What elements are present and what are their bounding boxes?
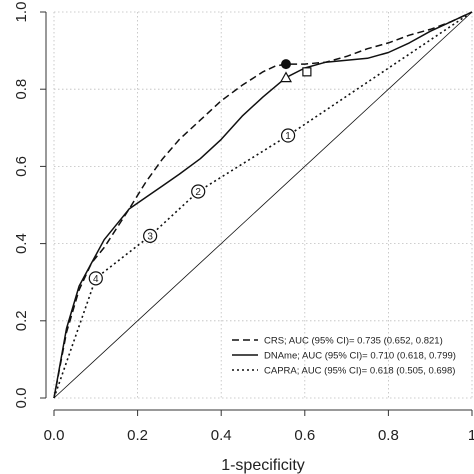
marker-numbered-circle — [143, 228, 158, 243]
marker-filled-circle — [280, 59, 291, 70]
marker-label: 4 — [93, 274, 99, 285]
x-tick-label: 0.2 — [127, 427, 148, 444]
legend-label: CRS; AUC (95% CI)= 0.735 (0.652, 0.821) — [264, 336, 443, 347]
marker-numbered-circle — [191, 184, 206, 199]
series-line-dotted — [53, 11, 473, 399]
marker-triangle — [279, 71, 293, 83]
markers: 1 2 3 4 — [88, 59, 312, 286]
x-tick-label: 0.6 — [294, 427, 315, 444]
series-line-dashed — [53, 11, 473, 399]
marker-numbered-circle — [280, 128, 296, 143]
legend: CRS; AUC (95% CI)= 0.735 (0.652, 0.821) D… — [232, 336, 456, 377]
x-tick-label: 0.4 — [211, 427, 232, 444]
x-tick-label: 1 — [468, 427, 474, 444]
y-tick-label: 0.0 — [13, 388, 30, 409]
marker-label: 2 — [195, 187, 201, 198]
y-tick-label: 0.6 — [13, 156, 30, 177]
series-lines — [53, 11, 473, 399]
marker-square — [302, 67, 312, 77]
y-tick-label: 0.2 — [13, 310, 30, 331]
marker-label: 3 — [147, 231, 153, 242]
legend-label: CAPRA; AUC (95% CI)= 0.618 (0.505, 0.698… — [264, 366, 455, 377]
y-tick-label: 0.4 — [13, 233, 30, 254]
legend-label: DNAme; AUC (95% CI)= 0.710 (0.618, 0.799… — [264, 351, 456, 362]
series-line-solid — [53, 11, 473, 399]
y-tick-label: 0.8 — [13, 79, 30, 100]
axes: 0.0 0.2 0.4 0.6 0.8 1.0 0.0 0.2 0.4 0.6 0.8 1 — [13, 2, 474, 444]
x-tick-label: 0.8 — [378, 427, 399, 444]
y-tick-label: 1.0 — [13, 2, 30, 23]
x-axis-title: 1-specificity — [221, 457, 305, 474]
marker-label: 1 — [285, 131, 291, 142]
series-line-reference — [53, 11, 473, 399]
x-tick-label: 0.0 — [44, 427, 65, 444]
marker-numbered-circle — [88, 271, 103, 286]
